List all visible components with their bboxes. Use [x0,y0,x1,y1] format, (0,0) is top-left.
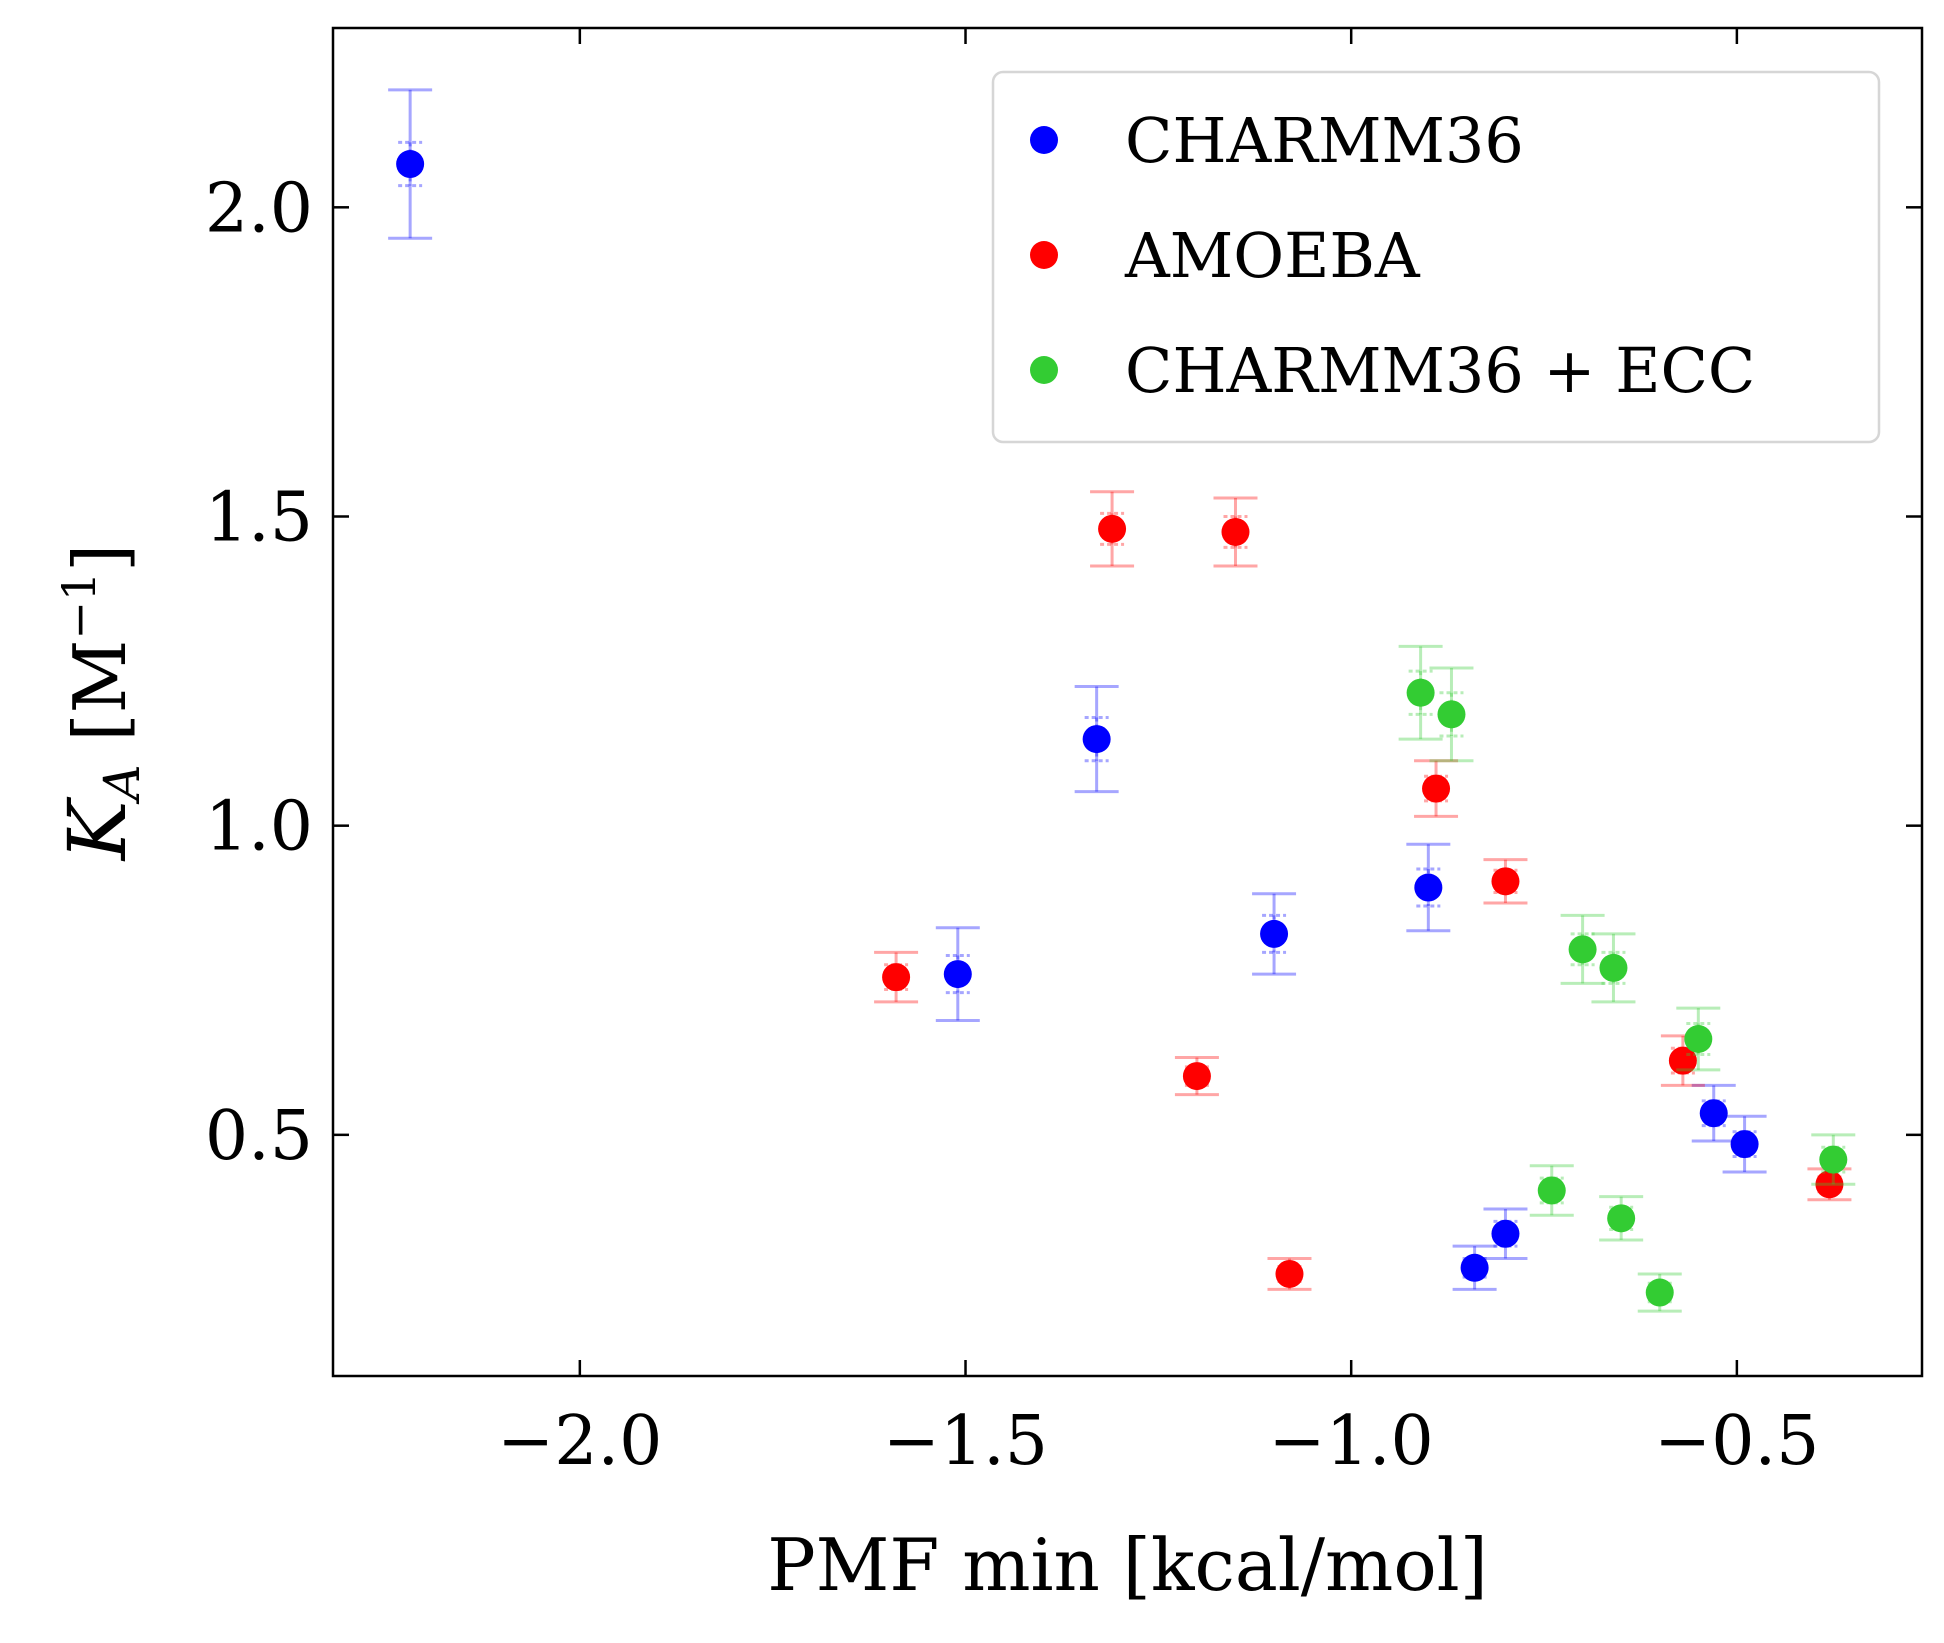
y-tick-label: 1.0 [205,788,313,867]
data-point [1607,1204,1636,1233]
data-point [1098,514,1127,543]
data-point [1684,1025,1713,1053]
data-point [1537,1176,1566,1205]
legend-box [991,70,1881,444]
data-point [1699,1099,1728,1128]
data-point [1568,935,1597,964]
plot-area [388,88,1856,1313]
data-point [1437,700,1466,729]
data-point [1491,1219,1520,1248]
data-point [1730,1130,1759,1159]
legend-marker [1030,126,1058,154]
data-point [882,963,911,992]
data-point [1422,774,1451,803]
y-tick-label: 1.5 [205,478,313,557]
legend: CHARMM36 AMOEBA CHARMM36 + ECC [991,70,1881,444]
y-label-sup: −1 [52,572,106,640]
axes: −2.0 −1.5 −1.0 −0.5 0.5 1.0 1.5 2.0 PMF min [kca… [51,26,1924,1607]
data-point [1221,517,1250,546]
y-label-main: K [51,796,144,862]
data-point [1599,953,1628,982]
data-point [943,960,972,989]
x-tick-label: −1.0 [1269,1402,1434,1481]
legend-entry: AMOEBA [1124,219,1421,292]
data-point [1414,873,1443,902]
data-point [1082,725,1111,754]
data-point [1406,678,1435,707]
data-point [1460,1253,1489,1282]
y-label-close: ] [58,544,142,572]
error-bar [1660,1034,1705,1087]
data-point [1491,867,1520,896]
y-label-unit: [M [58,640,142,765]
series-1 [874,490,1852,1291]
x-axis-label: PMF min [kcal/mol] [767,1523,1488,1607]
x-tick-label: −2.0 [497,1402,662,1481]
y-tick-label: 0.5 [205,1097,313,1176]
y-tick-label: 2.0 [205,169,313,248]
legend-entry: CHARMM36 + ECC [1125,334,1755,407]
x-tick-label: −1.5 [883,1402,1048,1481]
data-point [396,150,425,179]
y-label-sub: A [93,764,151,804]
y-axis-label: KA [M−1] [51,544,151,862]
error-bar [1414,759,1459,818]
data-point [1182,1062,1211,1091]
data-point [1645,1278,1674,1307]
legend-marker [1030,356,1058,384]
plot-frame [331,26,1924,1378]
data-point [1260,919,1289,948]
error-bar [1529,1164,1574,1217]
data-point [1275,1259,1304,1288]
data-point [1815,1170,1844,1199]
data-point [1819,1145,1848,1174]
legend-marker [1030,241,1058,269]
series-0 [388,88,1767,1291]
series-2 [1398,644,1856,1313]
legend-entry: CHARMM36 [1125,104,1524,177]
data-point [1668,1046,1697,1075]
x-tick-label: −0.5 [1654,1402,1819,1481]
